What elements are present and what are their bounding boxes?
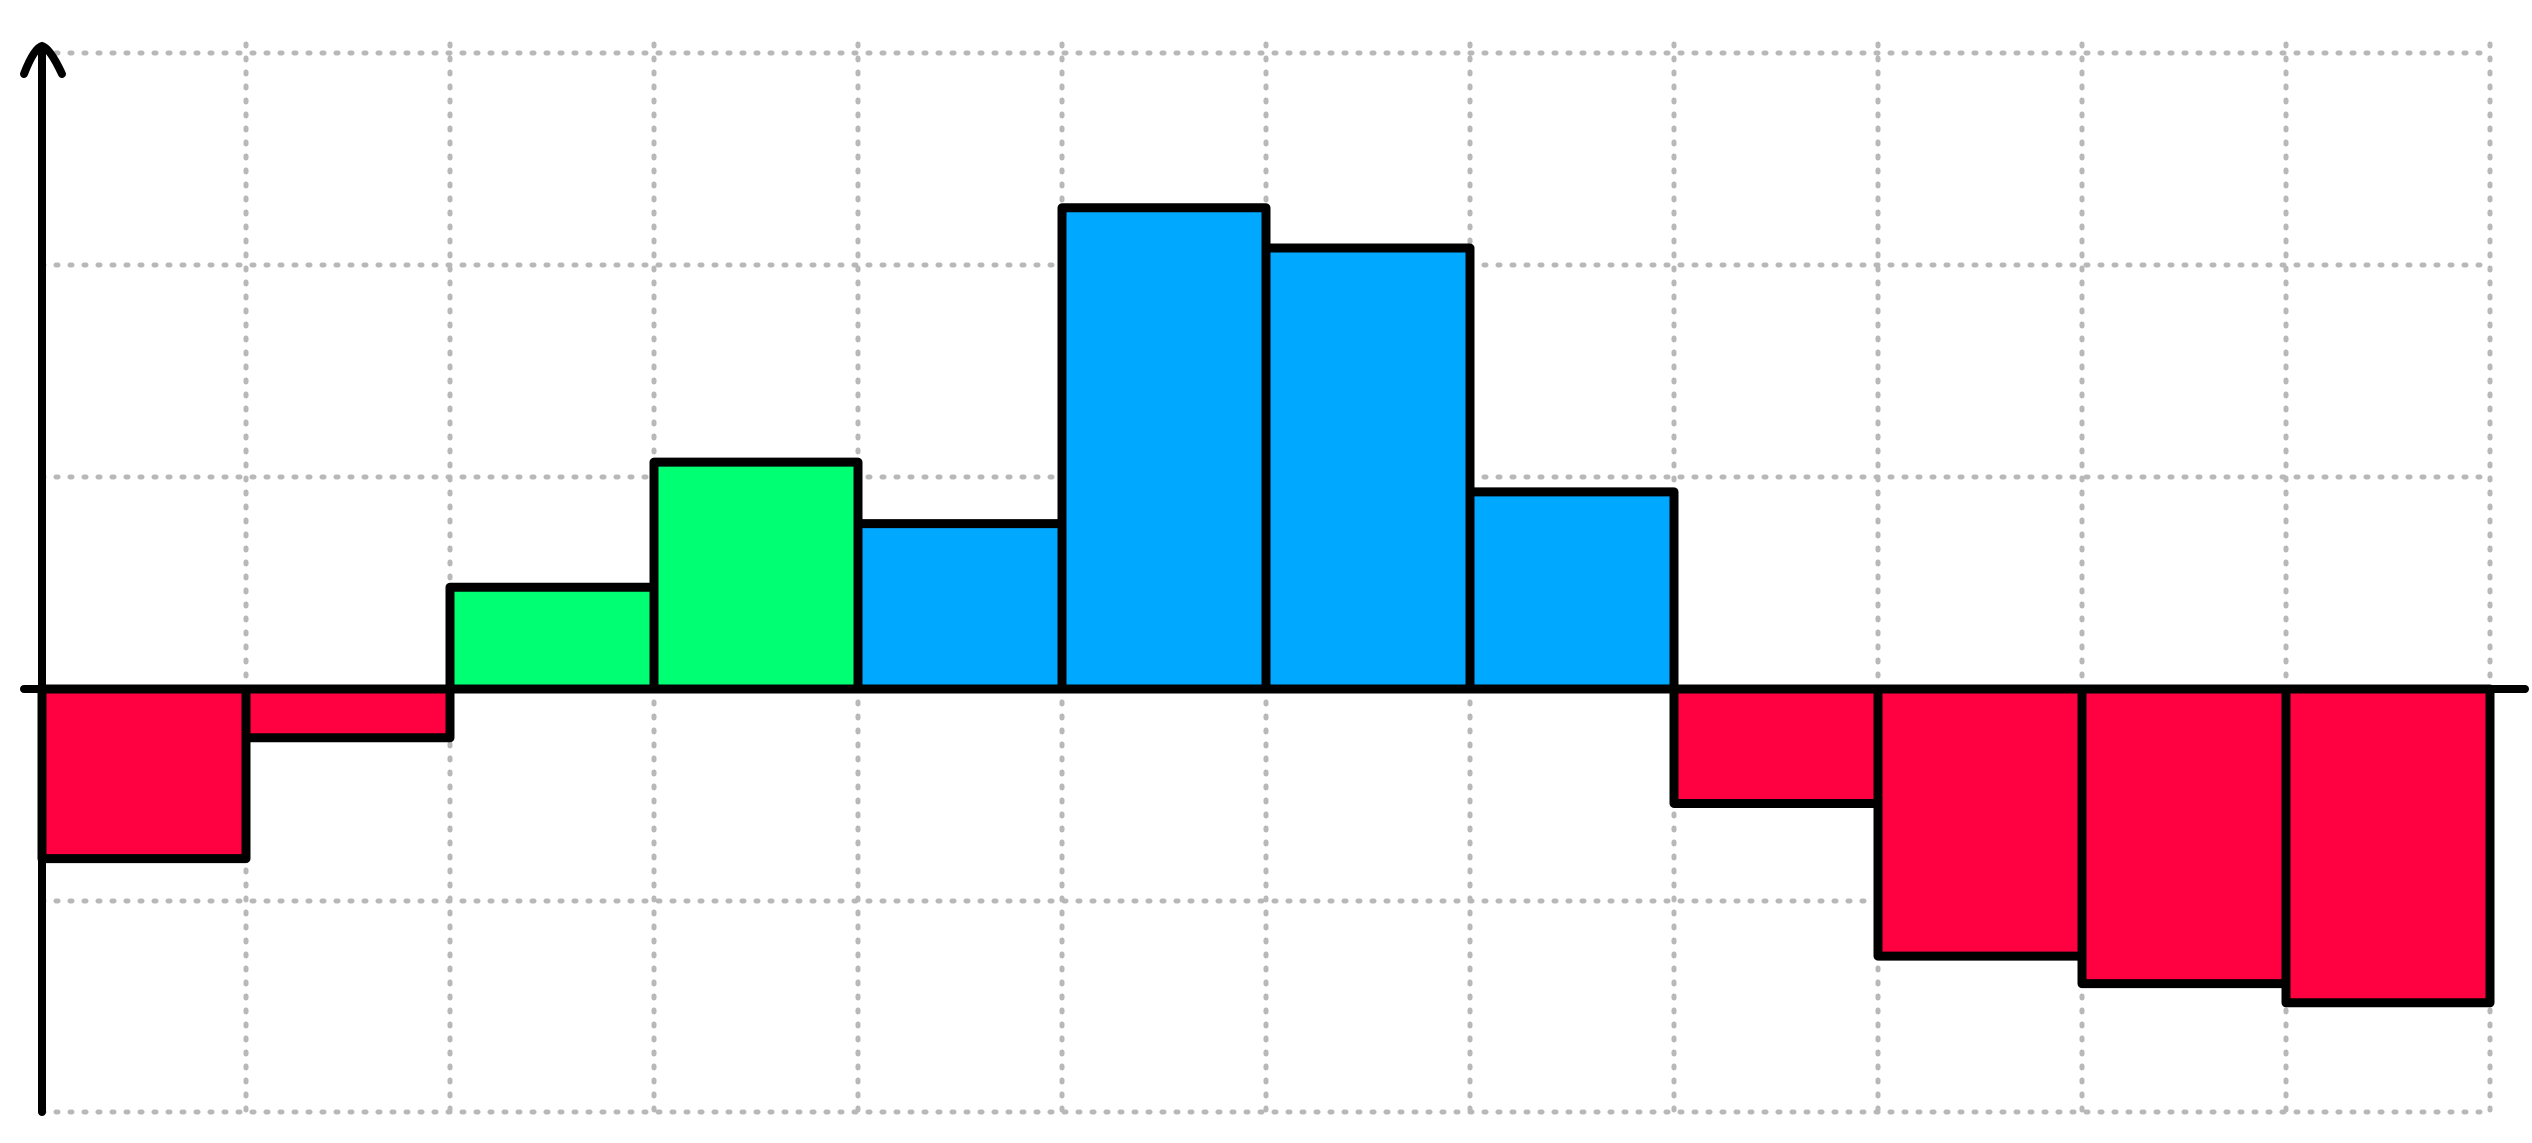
bar-1 [37, 684, 251, 864]
bar-3 [445, 582, 659, 694]
bar-6 [1057, 203, 1271, 694]
bar-9 [1669, 684, 1883, 808]
bar-11 [2077, 684, 2291, 989]
bar-4 [649, 457, 863, 694]
bar-2 [241, 684, 455, 743]
y-axis-arrowhead [20, 41, 66, 78]
chart-axes [20, 41, 2529, 1116]
bar-12 [2281, 684, 2495, 1008]
bar-8 [1465, 487, 1679, 694]
bar-5 [853, 519, 1067, 694]
bar-10 [1873, 684, 2087, 961]
bar-7 [1261, 243, 1475, 694]
